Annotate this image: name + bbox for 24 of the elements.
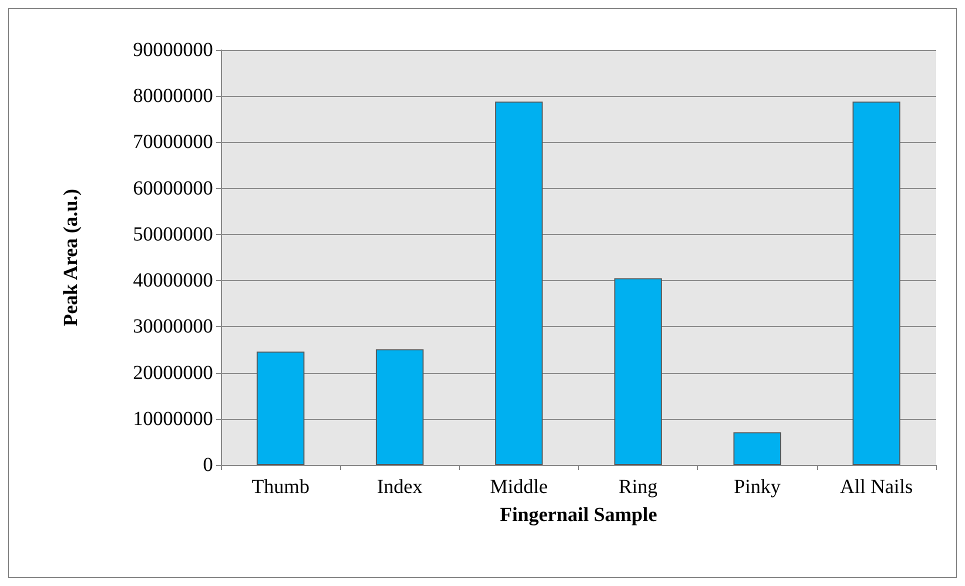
- bar: [852, 102, 900, 465]
- x-tick-label: Thumb: [252, 476, 310, 498]
- y-axis-title: Peak Area (a.u.): [60, 188, 82, 326]
- y-tick-label: 80000000: [133, 85, 213, 108]
- x-axis-title: Fingernail Sample: [500, 504, 658, 526]
- bar: [495, 102, 543, 465]
- bar: [733, 432, 782, 465]
- y-tick-label: 20000000: [133, 362, 213, 384]
- y-tick-label: 40000000: [133, 270, 213, 292]
- x-tick-label: Pinky: [734, 476, 781, 498]
- y-tick-label: 70000000: [133, 131, 213, 154]
- x-tick-label: All Nails: [840, 476, 914, 498]
- x-tick-label: Ring: [618, 476, 658, 498]
- y-tick-label: 30000000: [133, 316, 213, 338]
- x-tick-label: Index: [376, 476, 423, 498]
- y-tick-label: 50000000: [133, 223, 213, 246]
- x-tick-label: Middle: [490, 476, 548, 498]
- bar: [614, 278, 662, 465]
- y-tick-label: 0: [203, 454, 213, 476]
- y-tick-label: 10000000: [133, 408, 213, 430]
- bar: [376, 349, 424, 465]
- y-tick-label: 90000000: [133, 39, 213, 61]
- bar: [256, 352, 304, 465]
- y-tick-label: 60000000: [133, 177, 213, 200]
